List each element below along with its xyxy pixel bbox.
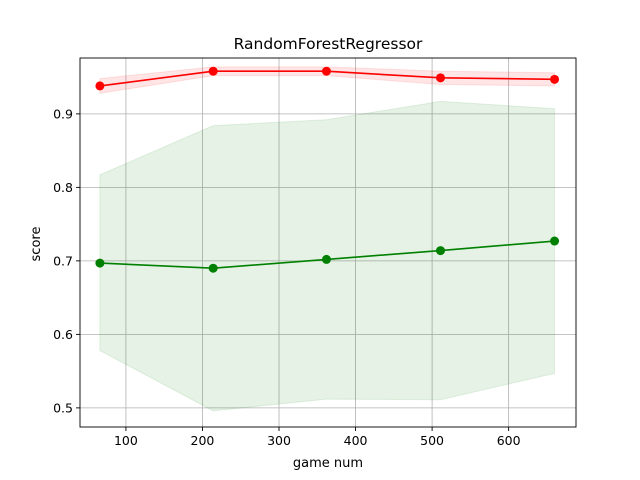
series-1-point — [436, 73, 446, 83]
chart-title: RandomForestRegressor — [234, 35, 423, 53]
series-2-point — [436, 246, 446, 256]
y-tick-label: 0.6 — [53, 327, 73, 342]
series-1-point — [95, 81, 105, 91]
series-2-point — [550, 236, 560, 246]
series-1-point — [321, 66, 331, 76]
x-tick-label: 100 — [114, 433, 138, 448]
series-1-point — [208, 66, 218, 76]
series-1-point — [550, 74, 560, 84]
x-tick-label: 400 — [344, 433, 368, 448]
plot-area: 100 200 300 400 500 600 0.5 0.6 0.7 0.8 0.9 — [53, 57, 577, 448]
y-tick-label: 0.9 — [53, 106, 73, 121]
x-tick-label: 600 — [497, 433, 521, 448]
y-tick-label: 0.7 — [53, 253, 73, 268]
y-tick-label: 0.8 — [53, 180, 73, 195]
series-2-point — [321, 254, 331, 264]
x-axis-label: game num — [293, 456, 363, 471]
series-2-point — [208, 263, 218, 273]
axes-frame — [79, 57, 577, 428]
series-2-point — [95, 258, 105, 268]
x-tick-label: 300 — [267, 433, 291, 448]
x-tick-label: 200 — [191, 433, 215, 448]
x-tick-label: 500 — [420, 433, 444, 448]
y-tick-label: 0.5 — [53, 400, 73, 415]
y-axis-label: score — [29, 227, 44, 262]
